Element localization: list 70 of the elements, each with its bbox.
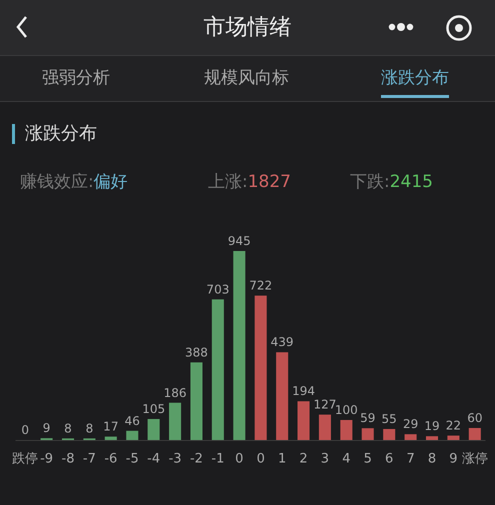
x-tick-label: 8 <box>428 452 436 466</box>
data-label: 8 <box>64 421 72 436</box>
chart-subtitle: 市场情绪 <box>202 14 292 42</box>
x-tick-label: -6 <box>104 452 118 466</box>
bar <box>104 436 117 440</box>
data-label: 0 <box>21 423 29 437</box>
bar <box>340 420 352 440</box>
x-tick-label: 7 <box>406 452 415 466</box>
bar <box>254 296 267 440</box>
chart-title: 涨跌分布 <box>12 123 97 144</box>
x-tick-label: 跌停 <box>12 452 38 466</box>
data-label: 439 <box>270 335 294 350</box>
bar <box>126 430 138 440</box>
bar <box>318 414 331 440</box>
x-tick-label: 9 <box>449 452 458 466</box>
text: 涨跌分布 <box>381 66 449 98</box>
text: 赚钱效应:偏好 <box>20 172 128 192</box>
x-tick-label: 0 <box>235 452 244 466</box>
text: 规模风向标 <box>204 67 289 89</box>
data-label: 17 <box>103 420 118 434</box>
data-label: 55 <box>382 412 397 426</box>
x-tick-label: -7 <box>82 452 96 466</box>
data-label: 105 <box>142 402 166 416</box>
x-tick-label: 4 <box>342 452 350 466</box>
x-tick-label: 6 <box>385 452 394 466</box>
data-label: 186 <box>164 386 187 400</box>
x-tick-label: 2 <box>299 452 308 466</box>
data-label: 46 <box>124 414 140 428</box>
bar <box>233 251 246 440</box>
data-label: 29 <box>402 417 418 432</box>
bar <box>362 428 374 440</box>
x-tick-label: -5 <box>126 452 139 466</box>
bar <box>383 429 396 440</box>
x-tick-label: 3 <box>320 452 330 466</box>
data-label: 100 <box>334 403 358 417</box>
x-tick-label: -8 <box>62 452 74 466</box>
text: 强弱分析 <box>42 67 110 89</box>
x-tick-label: -1 <box>211 452 224 466</box>
data-label: 19 <box>424 419 440 434</box>
data-label: 59 <box>360 411 376 426</box>
x-tick-label: 5 <box>364 452 372 466</box>
data-label: 194 <box>292 384 315 398</box>
bar <box>212 299 224 440</box>
text: 上涨:1827 <box>208 172 291 192</box>
data-label: 703 <box>206 282 230 296</box>
bar <box>276 352 288 440</box>
bar <box>447 436 460 440</box>
bar <box>426 436 438 440</box>
data-label: 60 <box>467 411 482 425</box>
bar <box>148 419 160 440</box>
x-tick-label: -4 <box>147 452 160 466</box>
bar <box>404 434 417 440</box>
data-label: 8 <box>86 421 94 436</box>
x-tick-label: 0 <box>256 452 265 466</box>
bar <box>169 402 182 440</box>
bar <box>468 428 481 440</box>
data-label: 388 <box>185 345 208 360</box>
data-label: 945 <box>228 234 251 248</box>
data-label: 722 <box>249 278 272 293</box>
data-label: 127 <box>313 398 336 412</box>
bar <box>298 401 310 440</box>
data-label: 9 <box>42 421 50 436</box>
x-tick-label: -3 <box>168 452 182 466</box>
x-tick-label: 涨停 <box>462 452 488 466</box>
x-tick-label: -2 <box>190 452 203 466</box>
x-tick-label: -9 <box>40 452 54 466</box>
bar <box>190 362 202 440</box>
x-tick-label: 1 <box>278 452 286 466</box>
data-label: 22 <box>446 418 462 433</box>
text: 下跌:2415 <box>350 172 433 192</box>
